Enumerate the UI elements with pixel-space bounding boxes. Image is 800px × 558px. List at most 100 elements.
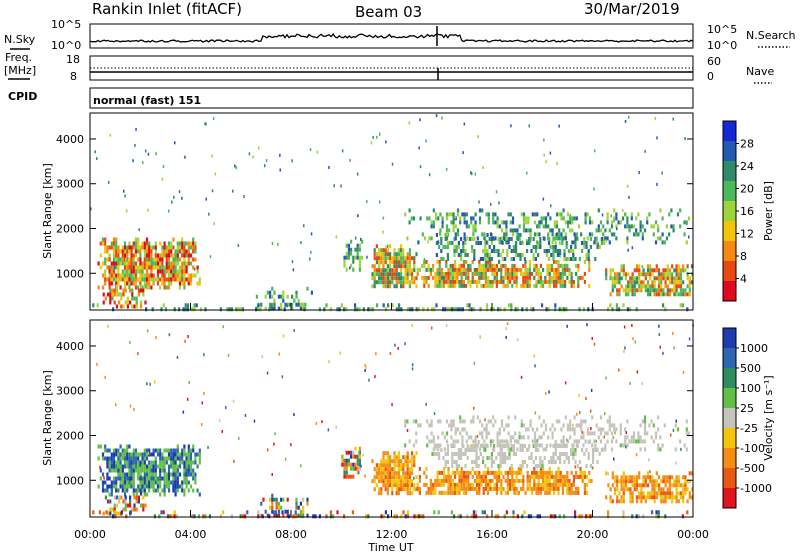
heatmap-cell (549, 443, 552, 448)
heatmap-cell (178, 257, 182, 262)
heatmap-cell (533, 486, 536, 491)
heatmap-cell (237, 307, 240, 312)
heatmap-cell (115, 460, 118, 465)
heatmap-cell (540, 443, 543, 448)
heatmap-cell (533, 275, 536, 280)
heatmap-cell (270, 303, 273, 308)
heatmap-cell (172, 476, 175, 481)
heatmap-cell (511, 482, 514, 487)
heatmap-cell (455, 452, 458, 456)
heatmap-cell (611, 471, 614, 476)
heatmap-cell (135, 296, 138, 301)
heatmap-cell (613, 276, 617, 281)
heatmap-cell (564, 415, 567, 420)
heatmap-cell (382, 514, 385, 519)
heatmap-cell (178, 277, 182, 282)
heatmap-cell (134, 460, 138, 465)
heatmap-cell (528, 486, 531, 491)
heatmap-cell (677, 491, 680, 496)
heatmap-cell (134, 265, 138, 270)
heatmap-cell (618, 479, 621, 484)
noise-trace (89, 26, 694, 46)
heatmap-cell (539, 271, 542, 276)
heatmap-cell (375, 467, 378, 472)
heatmap-cell (492, 447, 495, 452)
heatmap-cell (498, 427, 501, 432)
heatmap-cell (611, 288, 614, 293)
heatmap-cell (389, 475, 392, 480)
heatmap-cell (430, 236, 433, 241)
heatmap-cell (443, 435, 446, 440)
heatmap-cell (111, 507, 114, 512)
heatmap-cell (143, 257, 146, 262)
heatmap-cell (675, 292, 678, 297)
heatmap-cell (532, 307, 535, 312)
heatmap-cell (150, 261, 153, 266)
heatmap-cell (599, 220, 603, 225)
heatmap-cell (504, 478, 507, 483)
heatmap-cell (570, 486, 573, 491)
heatmap-cell (194, 452, 197, 457)
heatmap-cell (632, 232, 636, 237)
heatmap-cell (457, 241, 460, 245)
heatmap-cell (633, 280, 636, 285)
heatmap-cell (459, 415, 462, 420)
heatmap-cell (454, 431, 457, 436)
heatmap-cell (572, 279, 575, 284)
heatmap-cell (329, 514, 332, 519)
heatmap-cell (498, 466, 501, 471)
heatmap-cell (679, 284, 683, 289)
heatmap-cell (646, 268, 650, 273)
heatmap-cell (455, 460, 458, 464)
heatmap-cell (637, 212, 640, 217)
heatmap-cell (506, 249, 509, 253)
heatmap-cell (484, 253, 487, 257)
heatmap-cell (411, 268, 414, 273)
heatmap-cell (380, 280, 383, 285)
heatmap-cell (655, 479, 658, 484)
heatmap-cell (574, 460, 577, 464)
heatmap-cell (625, 445, 627, 449)
heatmap-cell (560, 307, 563, 312)
heatmap-cell (373, 467, 376, 472)
heatmap-cell (562, 443, 565, 448)
heatmap-cell (674, 447, 677, 452)
heatmap-cell (673, 292, 676, 297)
heatmap-cell (492, 236, 495, 241)
heatmap-cell (104, 245, 107, 250)
heatmap-cell (365, 366, 367, 370)
heatmap-cell (509, 466, 512, 471)
heatmap-cell (498, 443, 501, 448)
heatmap-cell (124, 503, 127, 508)
heatmap-cell (449, 241, 452, 245)
heatmap-cell (123, 285, 127, 290)
heatmap-cell (121, 456, 124, 461)
heatmap-cell (584, 220, 587, 225)
heatmap-cell (648, 423, 651, 428)
heatmap-cell (520, 435, 523, 440)
heatmap-cell (380, 491, 383, 496)
heatmap-cell (515, 486, 518, 491)
heatmap-cell (576, 464, 579, 468)
heatmap-cell (343, 462, 346, 467)
heatmap-cell (327, 428, 330, 432)
heatmap-cell (463, 212, 466, 217)
noise-panel (89, 23, 694, 49)
heatmap-cell (122, 292, 125, 297)
heatmap-cell (193, 514, 196, 519)
heatmap-cell (128, 241, 131, 246)
heatmap-cell (185, 249, 188, 254)
heatmap-cell (425, 474, 428, 479)
heatmap-cell (367, 307, 370, 312)
heatmap-cell (571, 228, 574, 233)
heatmap-cell (595, 439, 597, 443)
heatmap-cell (489, 439, 493, 444)
heatmap-cell (479, 257, 482, 261)
heatmap-cell (509, 212, 512, 217)
heatmap-cell (441, 116, 443, 120)
heatmap-cell (128, 476, 131, 481)
heatmap-cell (616, 475, 619, 480)
heatmap-cell (350, 239, 353, 244)
heatmap-cell (518, 224, 521, 229)
heatmap-cell (395, 256, 398, 261)
